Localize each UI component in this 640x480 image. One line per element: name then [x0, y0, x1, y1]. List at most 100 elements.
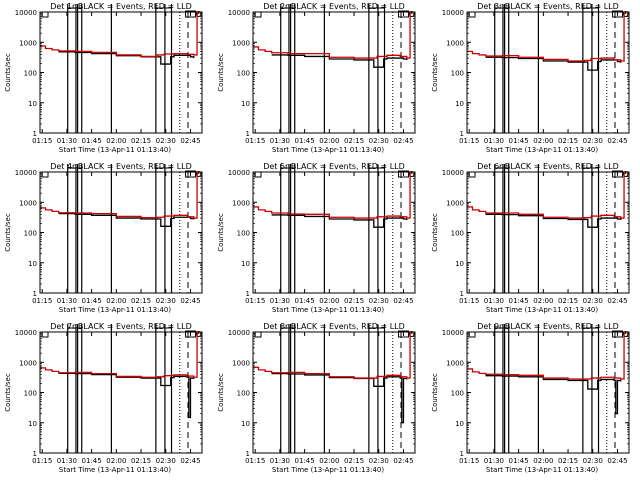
y-tick-label: 10 — [28, 100, 37, 108]
x-tick-label: 02:15 — [131, 457, 151, 465]
y-tick-label: 100 — [237, 70, 250, 78]
x-tick-label: 01:45 — [295, 457, 315, 465]
x-tick-label: 02:45 — [607, 137, 627, 145]
panel-title: Det 3r BLACK = Events, RED = LLD — [477, 2, 619, 11]
x-tick-label: 01:45 — [509, 457, 529, 465]
x-axis-label: Start Time (13-Apr-11 01:13:40) — [59, 466, 171, 474]
x-tick-label: 02:45 — [180, 137, 200, 145]
x-tick-label: 02:45 — [607, 297, 627, 305]
y-tick-label: 1000 — [446, 39, 464, 47]
x-tick-label: 02:00 — [319, 137, 339, 145]
plot-frame — [39, 331, 203, 454]
end-marker-box — [612, 330, 624, 338]
y-tick-label: 100 — [237, 230, 250, 238]
start-marker-box — [41, 11, 49, 18]
y-tick-label: 1 — [246, 130, 250, 138]
x-tick-label: 01:45 — [509, 137, 529, 145]
y-tick-label: 10000 — [442, 9, 464, 17]
panel-title: Det 4r BLACK = Events, RED = LLD — [50, 162, 192, 171]
y-tick-label: 1 — [460, 130, 464, 138]
series-lld — [467, 332, 627, 380]
plot-frame — [466, 331, 630, 454]
chart-svg: 1 10 100 1000 10000 01:15 01:30 01:45 02:00 02:15… — [4, 322, 203, 474]
x-tick-label: 01:15 — [32, 297, 52, 305]
y-tick-label: 10000 — [228, 169, 250, 177]
series-events — [58, 212, 195, 227]
y-tick-label: 100 — [451, 390, 464, 398]
x-tick-label: 01:30 — [270, 137, 290, 145]
chart-svg: 1 10 100 1000 10000 01:15 01:30 01:45 02:00 02:15… — [431, 162, 630, 314]
end-marker-box — [398, 10, 410, 18]
y-tick-label: 100 — [451, 230, 464, 238]
detector-panel-5: 1 10 100 1000 10000 01:15 01:30 01:45 02:00 02:15… — [213, 160, 426, 320]
end-marker-box — [185, 170, 197, 178]
plot-frame — [466, 11, 630, 134]
y-tick-label: 1 — [246, 450, 250, 458]
x-tick-label: 01:30 — [270, 297, 290, 305]
y-tick-label: 1000 — [232, 39, 250, 47]
series-lld — [253, 172, 413, 219]
x-axis-label: Start Time (13-Apr-11 01:13:40) — [272, 306, 384, 314]
x-tick-label: 01:45 — [295, 297, 315, 305]
x-axis-label: Start Time (13-Apr-11 01:13:40) — [59, 306, 171, 314]
y-tick-label: 1 — [460, 290, 464, 298]
y-tick-label: 1000 — [19, 39, 37, 47]
y-tick-label: 1000 — [446, 359, 464, 367]
x-tick-label: 02:30 — [369, 137, 389, 145]
x-tick-label: 02:45 — [180, 297, 200, 305]
panel-title: Det 5r BLACK = Events, RED = LLD — [263, 162, 405, 171]
x-tick-label: 01:15 — [245, 137, 265, 145]
panel-title: Det 7r BLACK = Events, RED = LLD — [50, 322, 192, 331]
y-tick-label: 10000 — [228, 9, 250, 17]
x-tick-label: 02:45 — [393, 137, 413, 145]
detector-panel-8: 1 10 100 1000 10000 01:15 01:30 01:45 02:00 02:15… — [213, 320, 426, 480]
y-tick-label: 10000 — [228, 329, 250, 337]
plot-frame — [252, 331, 416, 454]
x-tick-label: 01:45 — [295, 137, 315, 145]
x-tick-label: 02:00 — [533, 457, 553, 465]
series-lld — [40, 172, 200, 219]
y-tick-label: 100 — [24, 70, 37, 78]
x-tick-label: 01:45 — [509, 297, 529, 305]
x-tick-label: 02:00 — [106, 457, 126, 465]
y-tick-label: 10000 — [442, 329, 464, 337]
y-tick-label: 1 — [246, 290, 250, 298]
x-tick-label: 02:45 — [393, 457, 413, 465]
x-tick-label: 01:45 — [82, 297, 102, 305]
y-tick-label: 100 — [24, 230, 37, 238]
y-tick-label: 10 — [241, 100, 250, 108]
x-tick-label: 02:00 — [533, 297, 553, 305]
start-marker-box — [41, 171, 49, 178]
x-tick-label: 02:00 — [319, 457, 339, 465]
x-tick-label: 01:15 — [459, 457, 479, 465]
start-marker-box — [468, 11, 476, 18]
end-marker-box — [612, 10, 624, 18]
chart-svg: 1 10 100 1000 10000 01:15 01:30 01:45 02:00 02:15… — [217, 162, 416, 314]
y-axis-label: Counts/sec — [4, 373, 12, 412]
y-axis-label: Counts/sec — [431, 213, 439, 252]
detector-panel-1: 1 10 100 1000 10000 01:15 01:30 01:45 02:00 02:15… — [0, 0, 213, 160]
y-tick-label: 10 — [241, 260, 250, 268]
chart-svg: 1 10 100 1000 10000 01:15 01:30 01:45 02:00 02:15… — [217, 322, 416, 474]
panel-title: Det 6r BLACK = Events, RED = LLD — [477, 162, 619, 171]
x-tick-label: 02:30 — [583, 457, 603, 465]
x-tick-label: 02:15 — [344, 297, 364, 305]
series-events — [58, 372, 195, 419]
end-marker-box — [185, 10, 197, 18]
y-tick-label: 100 — [237, 390, 250, 398]
series-events — [485, 56, 622, 71]
series-lld — [40, 332, 200, 378]
x-tick-label: 02:30 — [156, 137, 176, 145]
panel-title: Det 8r BLACK = Events, RED = LLD — [263, 322, 405, 331]
x-tick-label: 02:15 — [558, 457, 578, 465]
y-tick-label: 10 — [455, 260, 464, 268]
y-tick-label: 1 — [33, 290, 37, 298]
y-tick-label: 1000 — [232, 359, 250, 367]
x-tick-label: 02:15 — [558, 297, 578, 305]
series-lld — [467, 12, 627, 62]
x-tick-label: 01:15 — [245, 297, 265, 305]
y-tick-label: 10000 — [15, 9, 37, 17]
start-marker-box — [254, 171, 262, 178]
x-tick-label: 01:30 — [57, 457, 77, 465]
